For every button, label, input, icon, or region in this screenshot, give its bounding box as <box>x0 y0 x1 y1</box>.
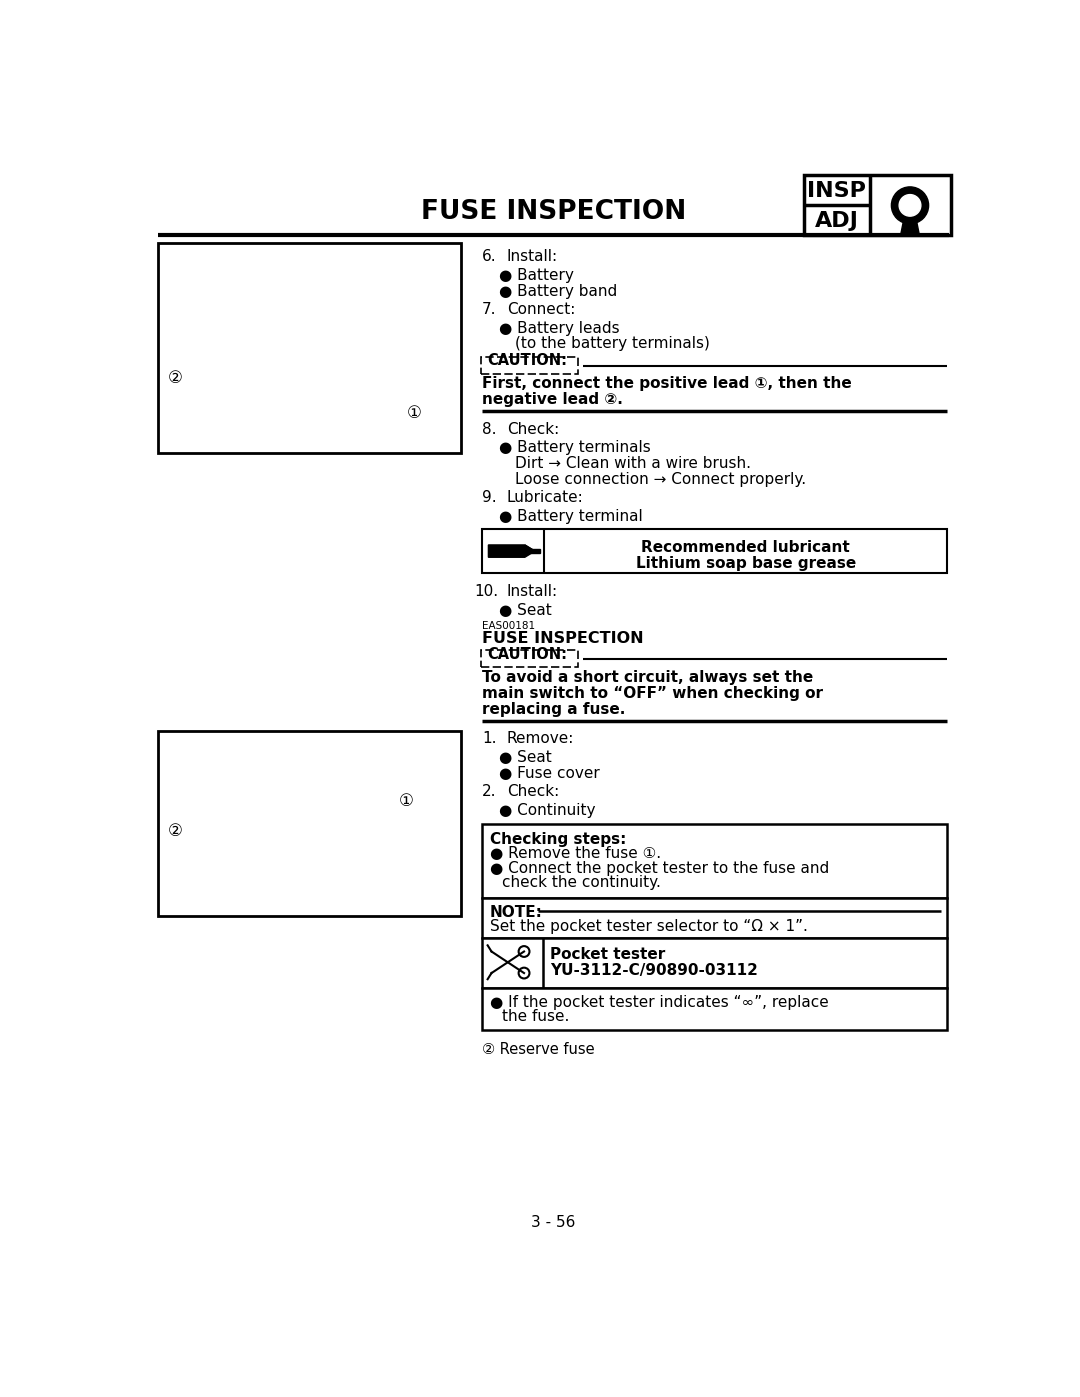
Text: ● If the pocket tester indicates “∞”, replace: ● If the pocket tester indicates “∞”, re… <box>490 995 828 1010</box>
Text: ①: ① <box>406 404 421 422</box>
Polygon shape <box>488 545 535 557</box>
Text: FUSE INSPECTION: FUSE INSPECTION <box>421 200 686 225</box>
Text: 2.: 2. <box>482 784 497 799</box>
Bar <box>482 937 947 988</box>
Text: 6.: 6. <box>482 249 497 264</box>
Text: Dirt → Clean with a wire brush.: Dirt → Clean with a wire brush. <box>515 457 751 471</box>
Text: Connect:: Connect: <box>507 302 576 317</box>
Text: the fuse.: the fuse. <box>502 1009 570 1024</box>
Text: ②: ② <box>167 369 183 387</box>
Text: Set the pocket tester selector to “Ω × 1”.: Set the pocket tester selector to “Ω × 1… <box>490 919 808 935</box>
Bar <box>482 988 947 1030</box>
Text: Check:: Check: <box>507 784 559 799</box>
Text: ● Continuity: ● Continuity <box>499 803 596 817</box>
Text: ● Seat: ● Seat <box>499 750 552 764</box>
Text: ● Remove the fuse ①.: ● Remove the fuse ①. <box>490 847 661 861</box>
Text: 8.: 8. <box>482 422 497 437</box>
Text: Pocket tester: Pocket tester <box>551 947 665 963</box>
Text: YU-3112-C/90890-03112: YU-3112-C/90890-03112 <box>551 963 758 978</box>
Text: ● Battery band: ● Battery band <box>499 284 618 299</box>
Text: ● Battery terminals: ● Battery terminals <box>499 440 651 455</box>
Text: negative lead ②.: negative lead ②. <box>482 393 623 408</box>
Text: ● Seat: ● Seat <box>499 602 552 617</box>
Text: FUSE INSPECTION: FUSE INSPECTION <box>482 631 644 647</box>
Text: INSP: INSP <box>807 180 866 201</box>
Text: ● Battery: ● Battery <box>499 268 575 282</box>
Text: Checking steps:: Checking steps: <box>490 833 626 847</box>
Bar <box>482 529 947 573</box>
Text: ①: ① <box>399 792 414 810</box>
Text: 10.: 10. <box>474 584 499 599</box>
Circle shape <box>891 187 929 224</box>
Text: ② Reserve fuse: ② Reserve fuse <box>482 1042 595 1058</box>
Text: ● Battery leads: ● Battery leads <box>499 321 620 335</box>
Text: 3 - 56: 3 - 56 <box>531 1215 576 1229</box>
Text: ● Connect the pocket tester to the fuse and: ● Connect the pocket tester to the fuse … <box>490 862 829 876</box>
Polygon shape <box>530 549 540 553</box>
Text: 7.: 7. <box>482 302 497 317</box>
Text: Check:: Check: <box>507 422 559 437</box>
Text: 1.: 1. <box>482 731 497 746</box>
Text: ● Fuse cover: ● Fuse cover <box>499 766 600 781</box>
FancyBboxPatch shape <box>482 358 578 374</box>
Text: CAUTION:: CAUTION: <box>487 353 567 369</box>
Text: check the continuity.: check the continuity. <box>502 876 661 890</box>
Text: replacing a fuse.: replacing a fuse. <box>482 703 625 717</box>
Polygon shape <box>901 219 919 235</box>
Bar <box>804 176 951 236</box>
Text: (to the battery terminals): (to the battery terminals) <box>515 337 710 351</box>
Bar <box>482 824 947 898</box>
Text: Loose connection → Connect properly.: Loose connection → Connect properly. <box>515 472 806 486</box>
Text: ● Battery terminal: ● Battery terminal <box>499 509 643 524</box>
Circle shape <box>900 194 921 217</box>
Bar <box>159 243 460 453</box>
Text: Install:: Install: <box>507 584 558 599</box>
Text: Install:: Install: <box>507 249 558 264</box>
Text: CAUTION:: CAUTION: <box>487 647 567 662</box>
Text: Lubricate:: Lubricate: <box>507 490 584 506</box>
FancyBboxPatch shape <box>482 651 578 668</box>
Text: First, connect the positive lead ①, then the: First, connect the positive lead ①, then… <box>482 376 852 391</box>
Text: 9.: 9. <box>482 490 497 506</box>
Polygon shape <box>525 545 535 550</box>
Text: Remove:: Remove: <box>507 731 575 746</box>
Text: main switch to “OFF” when checking or: main switch to “OFF” when checking or <box>482 686 823 701</box>
Text: Lithium soap base grease: Lithium soap base grease <box>635 556 855 571</box>
Bar <box>159 731 460 916</box>
Text: To avoid a short circuit, always set the: To avoid a short circuit, always set the <box>482 669 813 685</box>
Bar <box>482 898 947 937</box>
Text: ②: ② <box>167 823 183 841</box>
Text: ADJ: ADJ <box>814 211 859 231</box>
Text: NOTE:: NOTE: <box>490 904 543 919</box>
Text: Recommended lubricant: Recommended lubricant <box>642 539 850 555</box>
Text: EAS00181: EAS00181 <box>482 622 536 631</box>
